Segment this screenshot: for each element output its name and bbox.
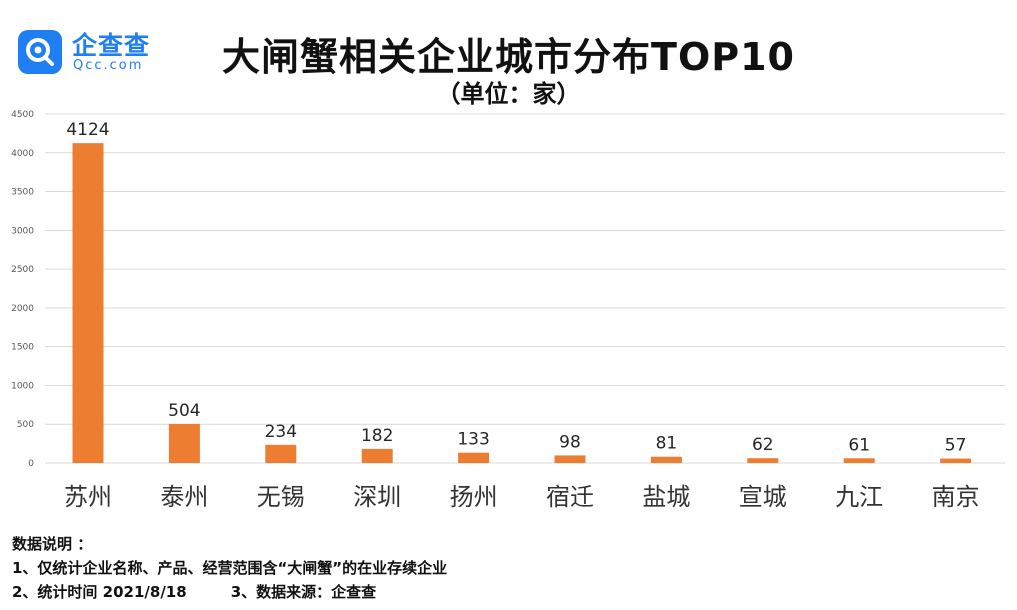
y-tick-label: 4500 <box>11 110 34 120</box>
chart-unit: （单位：家） <box>436 80 581 108</box>
data-label: 4124 <box>66 120 109 140</box>
y-tick-label: 1000 <box>11 381 34 391</box>
bar <box>265 444 297 463</box>
data-label: 57 <box>945 436 967 456</box>
bar <box>458 452 490 463</box>
data-notes: 数据说明 ： 1、仅统计企业名称、产品、经营范围含“大闸蟹”的在业存续企业 2、… <box>12 532 447 604</box>
bar <box>554 455 586 463</box>
qcc-logo: 企查查 Qcc.com <box>18 24 168 80</box>
notes-line-1: 1、仅统计企业名称、产品、经营范围含“大闸蟹”的在业存续企业 <box>12 559 448 577</box>
magnifier-icon <box>18 30 62 74</box>
x-tick-label: 宣城 <box>739 483 787 511</box>
x-tick-label: 深圳 <box>353 483 401 511</box>
bar <box>940 458 972 463</box>
x-tick-label: 南京 <box>932 483 980 511</box>
data-label: 81 <box>656 434 678 454</box>
data-label: 182 <box>361 426 393 446</box>
data-label: 234 <box>265 422 297 442</box>
notes-line-2b: 3、数据来源：企查查 <box>230 583 377 601</box>
bar <box>72 143 104 463</box>
bar <box>168 423 200 463</box>
data-label: 133 <box>457 430 489 450</box>
logo-name: 企查查 <box>72 31 151 60</box>
data-label: 62 <box>752 435 774 455</box>
data-label: 61 <box>848 435 870 455</box>
bar <box>747 458 779 463</box>
x-tick-label: 盐城 <box>642 483 690 511</box>
bar <box>650 456 682 463</box>
notes-heading: 数据说明 ： <box>12 535 93 553</box>
y-tick-label: 500 <box>17 420 34 430</box>
x-tick-label: 九江 <box>835 483 883 511</box>
data-label: 98 <box>559 432 581 452</box>
y-tick-label: 0 <box>28 459 34 469</box>
x-tick-label: 扬州 <box>450 483 498 511</box>
data-label: 504 <box>168 401 200 421</box>
bar <box>843 458 875 463</box>
y-tick-label: 1500 <box>11 343 34 353</box>
notes-line-2a: 2、统计时间 2021/8/18 <box>12 583 187 601</box>
y-tick-label: 2500 <box>11 265 34 275</box>
chart-title: 大闸蟹相关企业城市分布TOP10 <box>222 35 795 79</box>
logo-domain: Qcc.com <box>73 58 144 73</box>
y-tick-label: 3000 <box>11 226 34 236</box>
y-tick-label: 4000 <box>11 149 34 159</box>
x-tick-label: 无锡 <box>257 483 305 511</box>
x-tick-label: 苏州 <box>64 483 112 511</box>
x-tick-label: 泰州 <box>160 483 208 511</box>
bar <box>361 448 393 463</box>
y-tick-label: 2000 <box>11 304 34 314</box>
bar-chart: 0 500 1000 1500 2000 2500 3000 3500 4000 4500 4124… <box>11 110 1005 511</box>
y-tick-label: 3500 <box>11 188 34 198</box>
x-tick-label: 宿迁 <box>546 483 594 511</box>
